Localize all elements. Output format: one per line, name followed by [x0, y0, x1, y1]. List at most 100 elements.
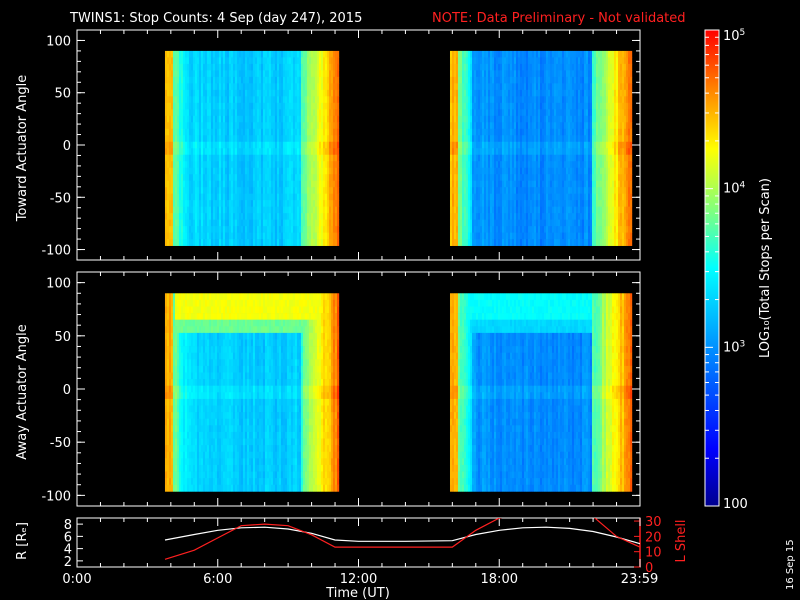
heatmap-cell	[525, 96, 529, 104]
heatmap-cell	[587, 206, 591, 214]
heatmap-cell	[184, 135, 188, 143]
heatmap-cell	[194, 76, 198, 84]
heatmap-cell	[479, 206, 483, 214]
heatmap-cell	[298, 148, 302, 156]
heatmap-cell	[603, 96, 607, 104]
heatmap-cell	[332, 135, 336, 143]
heatmap-cell	[178, 109, 182, 117]
heatmap-cell	[483, 219, 487, 227]
heatmap-cell	[483, 89, 487, 97]
heatmap-cell	[316, 219, 320, 227]
heatmap-cell	[579, 167, 583, 175]
heatmap-cell	[194, 206, 198, 214]
heatmap-cell	[565, 200, 569, 208]
heatmap-cell	[200, 187, 204, 195]
heatmap-cell	[202, 219, 206, 227]
heatmap-cell	[218, 128, 222, 136]
heatmap-cell	[533, 148, 537, 156]
heatmap-cell	[296, 63, 300, 71]
heatmap-cell	[575, 187, 579, 195]
heatmap-cell	[533, 50, 537, 58]
heatmap-cell	[314, 70, 318, 78]
heatmap-cell	[463, 232, 467, 240]
heatmap-cell	[204, 96, 208, 104]
heatmap-cell	[509, 154, 513, 162]
heatmap-cell	[330, 167, 334, 175]
heatmap-cell	[557, 50, 561, 58]
heatmap-cell	[569, 193, 573, 201]
heatmap-cell	[551, 89, 555, 97]
heatmap-cell	[561, 96, 565, 104]
heatmap-cell	[519, 141, 523, 149]
heatmap-cell	[312, 154, 316, 162]
heatmap-cell	[501, 57, 505, 65]
heatmap-cell	[603, 206, 607, 214]
heatmap-cell	[166, 89, 170, 97]
heatmap-cell	[286, 239, 290, 246]
heatmap-cell	[477, 109, 481, 117]
heatmap-cell	[236, 70, 240, 78]
heatmap-cell	[292, 187, 296, 195]
heatmap-cell	[236, 122, 240, 130]
heatmap-cell	[308, 135, 312, 143]
heatmap-cell	[465, 115, 469, 123]
heatmap-cell	[324, 141, 328, 149]
heatmap-cell	[292, 174, 296, 182]
heatmap-cell	[571, 219, 575, 227]
heatmap-cell	[168, 187, 172, 195]
heatmap-cell	[300, 232, 304, 240]
heatmap-cell	[595, 122, 599, 130]
heatmap-cell	[579, 226, 583, 233]
heatmap-cell	[218, 148, 222, 156]
heatmap-cell	[579, 57, 583, 65]
heatmap-cell	[298, 141, 302, 149]
heatmap-cell	[306, 174, 310, 182]
heatmap-cell	[547, 226, 551, 233]
heatmap-cell	[174, 115, 178, 123]
heatmap-cell	[298, 180, 302, 188]
heatmap-cell	[274, 50, 278, 58]
heatmap-cell	[515, 83, 519, 91]
heatmap-cell	[290, 70, 294, 78]
heatmap-cell	[541, 135, 545, 143]
heatmap-cell	[176, 154, 180, 162]
heatmap-cell	[168, 193, 172, 201]
heatmap-cell	[290, 239, 294, 246]
heatmap-cell	[521, 128, 525, 136]
heatmap-cell	[320, 213, 324, 221]
heatmap-cell	[172, 109, 176, 117]
heatmap-cell	[254, 213, 258, 221]
heatmap-cell	[517, 226, 521, 233]
heatmap-cell	[326, 187, 330, 195]
heatmap-cell	[312, 180, 316, 188]
heatmap-cell	[559, 63, 563, 71]
heatmap-cell	[220, 232, 224, 240]
heatmap-cell	[563, 174, 567, 182]
heatmap-cell	[515, 102, 519, 110]
heatmap-cell	[507, 193, 511, 201]
heatmap-cell	[228, 135, 232, 143]
heatmap-cell	[527, 89, 531, 97]
heatmap-cell	[501, 226, 505, 233]
heatmap-cell	[595, 128, 599, 136]
heatmap-cell	[176, 63, 180, 71]
heatmap-cell	[569, 206, 573, 214]
heatmap-cell	[292, 154, 296, 162]
heatmap-cell	[268, 226, 272, 233]
heatmap-cell	[216, 187, 220, 195]
heatmap-cell	[198, 226, 202, 233]
heatmap-cell	[212, 141, 216, 149]
heatmap-cell	[491, 63, 495, 71]
heatmap-cell	[497, 193, 501, 201]
heatmap-cell	[603, 213, 607, 221]
heatmap-cell	[210, 89, 214, 97]
heatmap-cell	[481, 102, 485, 110]
heatmap-cell	[525, 174, 529, 182]
heatmap-cell	[202, 76, 206, 84]
heatmap-cell	[284, 200, 288, 208]
heatmap-cell	[449, 206, 453, 214]
heatmap-cell	[210, 187, 214, 195]
heatmap-cell	[298, 200, 302, 208]
heatmap-cell	[188, 193, 192, 201]
heatmap-cell	[597, 96, 601, 104]
